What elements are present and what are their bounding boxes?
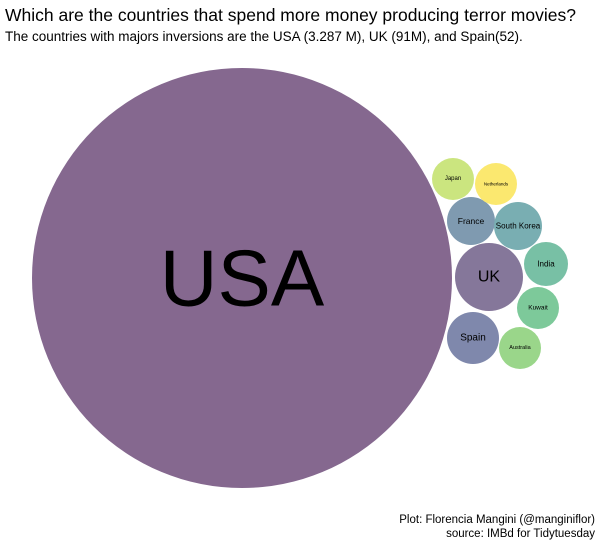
plot-credit: Plot: Florencia Mangini (@manginiflor) — [399, 514, 595, 526]
bubble-australia: Australia — [499, 327, 541, 369]
bubble-circle-usa — [32, 68, 452, 488]
bubble-netherlands: Netherlands — [475, 163, 517, 205]
source-credit: source: IMBd for Tidytuesday — [446, 528, 595, 540]
bubble-kuwait: Kuwait — [517, 287, 559, 329]
bubble-circle-japan — [432, 158, 474, 200]
bubble-label-uk: UK — [478, 269, 501, 286]
chart-subtitle: The countries with majors inversions are… — [5, 29, 523, 44]
bubble-label-spain: Spain — [460, 333, 486, 344]
bubble-label-france: France — [458, 216, 485, 226]
bubble-label-netherlands: Netherlands — [484, 182, 509, 187]
bubble-france: France — [447, 197, 495, 245]
bubble-india: India — [524, 242, 568, 286]
bubble-circle-netherlands — [475, 163, 517, 205]
bubble-label-australia: Australia — [509, 345, 531, 351]
chart-title: Which are the countries that spend more … — [5, 5, 576, 25]
bubble-spain: Spain — [447, 312, 499, 364]
bubble-circle-kuwait — [517, 287, 559, 329]
bubble-circle-australia — [499, 327, 541, 369]
bubble-circle-india — [524, 242, 568, 286]
bubble-circle-spain — [447, 312, 499, 364]
bubble-usa: USA — [32, 68, 452, 488]
bubble-circle-uk — [455, 243, 523, 311]
bubble-label-india: India — [537, 260, 555, 269]
bubble-circle-south-korea — [494, 202, 542, 250]
bubble-japan: Japan — [432, 158, 474, 200]
bubble-label-south-korea: South Korea — [496, 222, 541, 231]
bubble-uk: UK — [455, 243, 523, 311]
bubble-circle-france — [447, 197, 495, 245]
bubble-label-kuwait: Kuwait — [528, 305, 548, 312]
bubble-south-korea: South Korea — [494, 202, 542, 250]
bubble-label-japan: Japan — [445, 176, 461, 182]
bubble-label-usa: USA — [160, 234, 325, 323]
